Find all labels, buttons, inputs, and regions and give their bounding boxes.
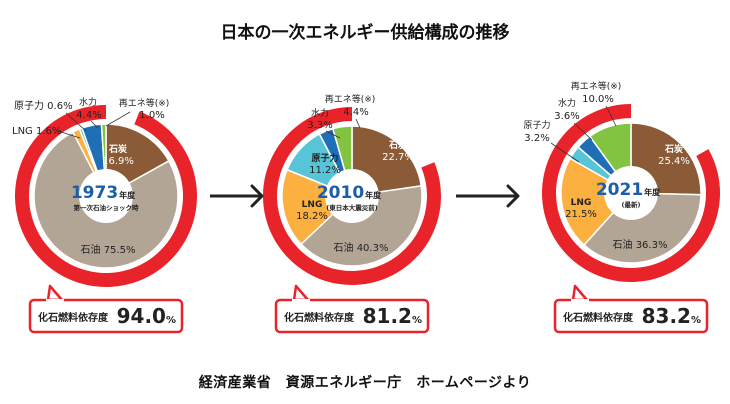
slice-label-lng: LNG 1.6% bbox=[12, 126, 61, 137]
slice-value-coal: 25.4% bbox=[658, 156, 690, 167]
year-label: 2010年度 bbox=[317, 183, 382, 203]
slice-value-hydro: 3.6% bbox=[554, 111, 579, 122]
slice-label-coal: 石炭 bbox=[664, 143, 683, 155]
donut-hole bbox=[325, 169, 379, 223]
slice-label-oil: 石油 75.5% bbox=[81, 243, 136, 256]
transition-arrow-1 bbox=[210, 184, 264, 208]
fossil-label: 化石燃料依存度 bbox=[38, 311, 109, 324]
slice-value-hydro: 3.3% bbox=[307, 120, 332, 131]
slice-value-renewable: 4.4% bbox=[343, 107, 368, 118]
donut-hole bbox=[79, 169, 133, 223]
slice-label-lng: LNG bbox=[302, 200, 323, 210]
year-label: 1973年度 bbox=[71, 183, 136, 203]
slice-label-renewable: 再エネ等(※) bbox=[325, 93, 376, 105]
callout-pointer bbox=[571, 284, 589, 302]
fossil-callout-box bbox=[553, 298, 709, 334]
fossil-value: 83.2% bbox=[642, 304, 701, 328]
slice-lng-2021 bbox=[560, 157, 633, 246]
year-note: 第一次石油ショック時 bbox=[74, 203, 140, 212]
slice-label-oil: 石油 36.3% bbox=[613, 238, 668, 251]
donut-hole bbox=[604, 166, 658, 220]
slice-label-nuclear: 原子力 bbox=[523, 119, 550, 131]
chart-title: 日本の一次エネルギー供給構成の推移 bbox=[220, 23, 510, 43]
leader-line bbox=[605, 105, 617, 127]
fossil-callout-box bbox=[28, 298, 184, 334]
slice-label-oil: 石油 40.3% bbox=[334, 241, 389, 254]
slice-oil-2021 bbox=[582, 192, 702, 264]
slice-value-lng: 21.5% bbox=[565, 209, 597, 220]
slice-value-lng: 18.2% bbox=[296, 211, 328, 222]
callout-pointer bbox=[292, 284, 310, 302]
leader-line bbox=[90, 120, 99, 129]
slice-value-nuclear: 11.2% bbox=[309, 165, 341, 176]
leader-line bbox=[550, 142, 580, 163]
fossil-label: 化石燃料依存度 bbox=[563, 311, 634, 324]
transition-arrow-2 bbox=[456, 184, 520, 208]
callout-pointer bbox=[46, 284, 64, 302]
leader-line bbox=[57, 130, 81, 139]
leader-line bbox=[355, 118, 361, 129]
slice-lng-2010 bbox=[281, 168, 354, 246]
slice-label-hydro: 水力 bbox=[558, 97, 576, 109]
slice-label-lng: LNG bbox=[571, 198, 592, 208]
year-label: 2021年度 bbox=[596, 180, 661, 200]
slice-value-coal: 22.7% bbox=[382, 152, 414, 163]
slice-oil-2010 bbox=[300, 184, 423, 267]
slice-value-nuclear: 3.2% bbox=[524, 133, 549, 144]
slice-value-coal: 16.9% bbox=[102, 156, 134, 167]
leader-line bbox=[573, 122, 593, 141]
fossil-value: 94.0% bbox=[117, 304, 176, 328]
slice-label-coal: 石炭 bbox=[108, 143, 127, 155]
leader-line bbox=[105, 111, 131, 127]
slice-label-nuclear: 原子力 0.6% bbox=[14, 99, 73, 112]
year-note: (東日本大震災前) bbox=[326, 203, 377, 212]
fossil-value: 81.2% bbox=[363, 304, 422, 328]
slice-value-renewable: 1.0% bbox=[139, 110, 164, 121]
slice-label-hydro: 水力 bbox=[311, 107, 329, 119]
leader-line bbox=[325, 130, 341, 139]
slice-label-nuclear: 原子力 bbox=[311, 152, 338, 164]
slice-value-renewable: 10.0% bbox=[582, 94, 614, 105]
slice-label-coal: 石炭 bbox=[388, 139, 407, 151]
slice-value-hydro: 4.4% bbox=[76, 110, 101, 121]
year-note: (最新) bbox=[622, 200, 641, 209]
slice-label-renewable: 再エネ等(※) bbox=[571, 80, 622, 92]
fossil-callout-box bbox=[274, 298, 430, 334]
fossil-label: 化石燃料依存度 bbox=[284, 311, 355, 324]
source-caption: 経済産業省 資源エネルギー庁 ホームページより bbox=[198, 375, 532, 391]
leader-line bbox=[65, 112, 87, 132]
slice-label-renewable: 再エネ等(※) bbox=[119, 97, 170, 109]
slice-label-hydro: 水力 bbox=[79, 96, 97, 108]
